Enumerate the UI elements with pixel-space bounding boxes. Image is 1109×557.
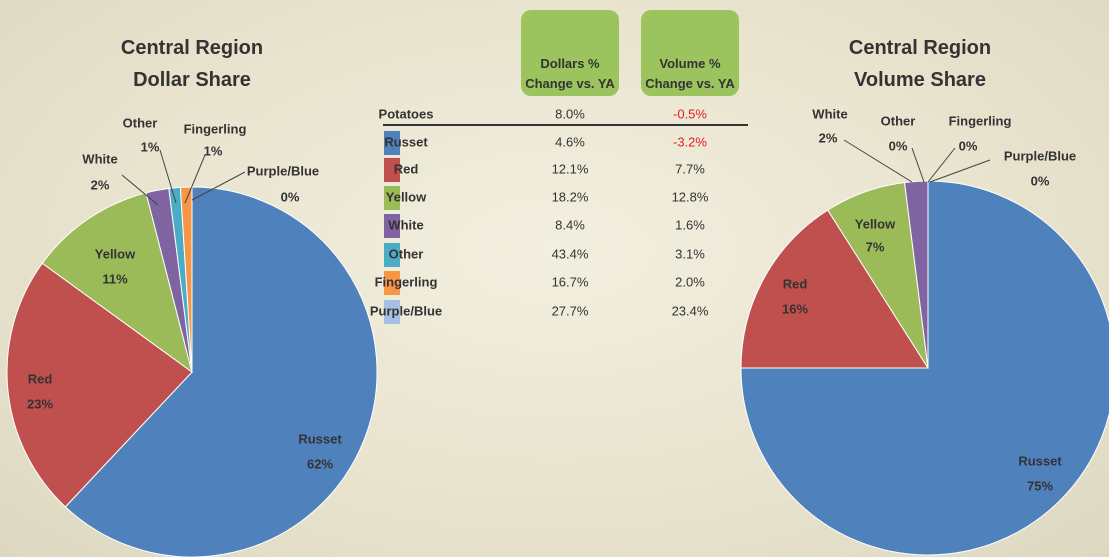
table-cell: -3.2% <box>673 134 707 149</box>
table-cell: 2.0% <box>675 274 705 289</box>
chart-title: Central Region Dollar Share <box>92 32 292 96</box>
slice-label: Yellow <box>855 216 896 231</box>
slice-label: Russet <box>1018 453 1062 468</box>
table-cell: 43.4% <box>552 246 589 261</box>
slice-label: Fingerling <box>184 121 247 136</box>
column-header: Dollars % Change vs. YA <box>521 10 619 96</box>
slice-value: 2% <box>819 130 838 145</box>
table-cell: 7.7% <box>675 161 705 176</box>
slice-value: 0% <box>1031 173 1050 188</box>
row-label: Red <box>394 161 419 176</box>
slice-value: 75% <box>1027 478 1053 493</box>
table-cell: 23.4% <box>672 303 709 318</box>
table-cell: 18.2% <box>552 189 589 204</box>
column-header: Volume % Change vs. YA <box>641 10 739 96</box>
slice-value: 23% <box>27 396 53 411</box>
slice-label: Yellow <box>95 246 136 261</box>
row-label: White <box>388 217 423 232</box>
slice-value: 16% <box>782 301 808 316</box>
table-cell: 16.7% <box>552 274 589 289</box>
slice-value: 0% <box>281 189 300 204</box>
leader-line <box>928 148 955 182</box>
slice-label: Fingerling <box>949 113 1012 128</box>
slice-label: Red <box>28 371 53 386</box>
row-label: Yellow <box>386 189 427 204</box>
slice-value: 0% <box>889 138 908 153</box>
slice-value: 2% <box>91 177 110 192</box>
table-cell: -0.5% <box>673 106 707 121</box>
slice-label: Purple/Blue <box>247 163 319 178</box>
table-cell: 27.7% <box>552 303 589 318</box>
table-cell: 12.1% <box>552 161 589 176</box>
table-cell: 3.1% <box>675 246 705 261</box>
leader-line <box>930 160 990 182</box>
slice-label: Purple/Blue <box>1004 148 1076 163</box>
row-label: Purple/Blue <box>370 303 442 318</box>
slice-value: 11% <box>102 271 128 286</box>
leader-line <box>912 148 924 182</box>
slice-label: Russet <box>298 431 342 446</box>
slice-label: Other <box>123 115 158 130</box>
slice-value: 1% <box>141 139 160 154</box>
slice-label: White <box>82 151 117 166</box>
row-label: Other <box>389 246 424 261</box>
chart-title: Central Region Volume Share <box>820 32 1020 96</box>
slice-value: 1% <box>204 143 223 158</box>
slice-label: Other <box>881 113 916 128</box>
table-cell: 1.6% <box>675 217 705 232</box>
table-cell: 8.0% <box>555 106 585 121</box>
slice-value: 7% <box>866 239 885 254</box>
slice-label: Red <box>783 276 808 291</box>
table-cell: 8.4% <box>555 217 585 232</box>
slice-value: 0% <box>959 138 978 153</box>
row-label: Russet <box>384 134 428 149</box>
slice-value: 62% <box>307 456 333 471</box>
table-cell: 12.8% <box>672 189 709 204</box>
row-label: Potatoes <box>379 106 434 121</box>
slice-label: White <box>812 106 847 121</box>
row-label: Fingerling <box>375 274 438 289</box>
table-cell: 4.6% <box>555 134 585 149</box>
slide: Russet 62% Red 23% Yellow 11% White 2% Other 1% Fi… <box>0 0 1109 557</box>
